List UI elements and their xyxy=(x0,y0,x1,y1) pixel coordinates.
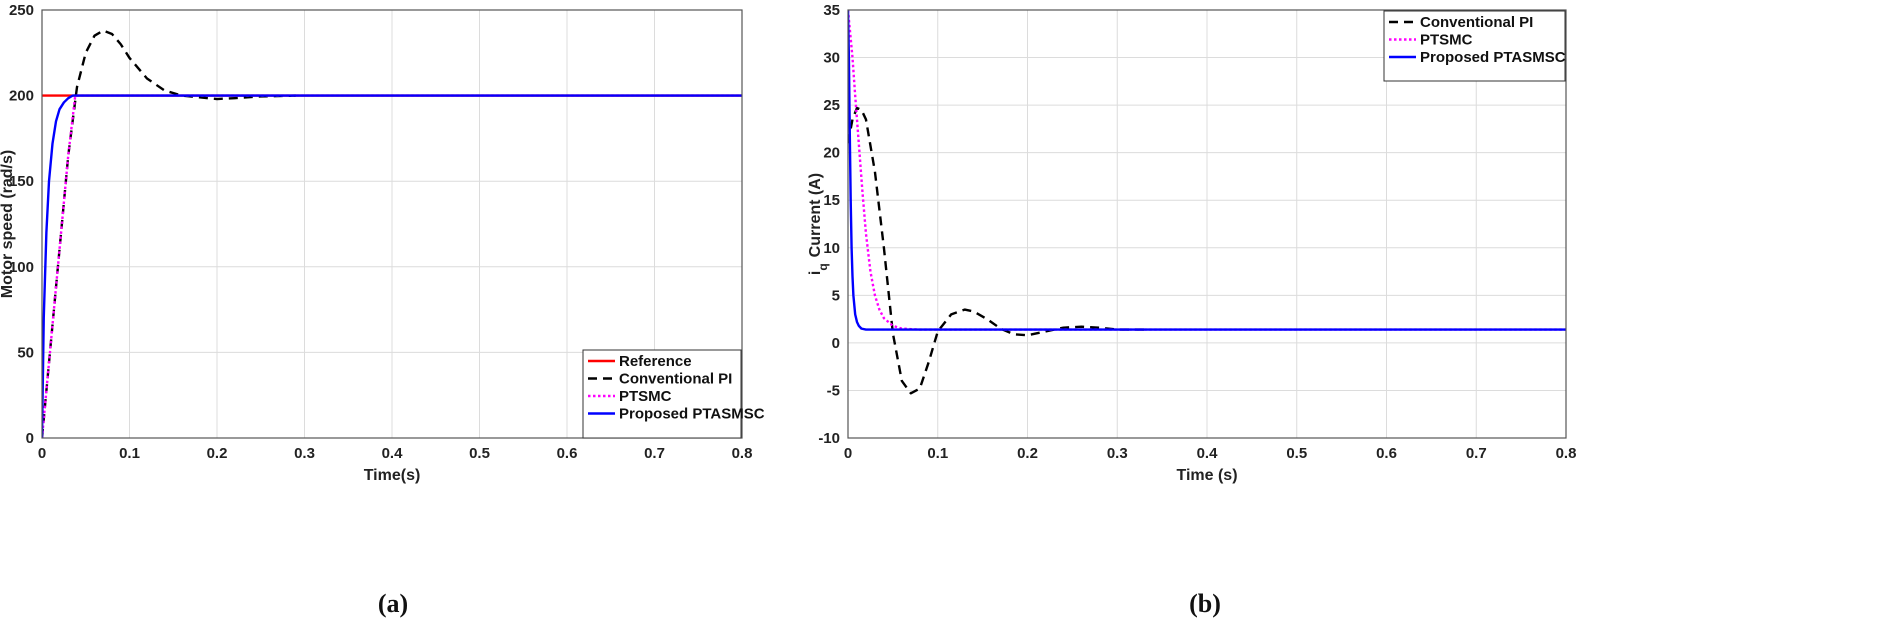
x-tick-label: 0.5 xyxy=(1286,445,1307,462)
x-tick-label: 0.7 xyxy=(1466,445,1487,462)
series-line-proposed-ptasmsc xyxy=(42,94,742,438)
current-chart-panel: 0 0.1 0.2 0.3 0.4 0.5 0.6 0.7 0.8 -10 -5 0 5 10 15 20 25… xyxy=(807,2,1576,618)
x-axis-label: Time(s) xyxy=(364,467,421,484)
y-tick-label: 150 xyxy=(9,173,34,190)
x-tick-label: 0.1 xyxy=(119,445,140,462)
x-tick-label: 0.3 xyxy=(294,445,315,462)
y-axis-label-main: i xyxy=(807,271,824,275)
panel-label: (a) xyxy=(378,589,408,618)
plot-frame xyxy=(847,9,1567,439)
x-tick-label: 0.3 xyxy=(1107,445,1128,462)
series-line-ptsmc xyxy=(848,10,1566,331)
y-tick-label: 0 xyxy=(26,430,34,447)
legend-entry: Conventional PI xyxy=(619,371,732,388)
y-axis-label-rest: Current (A) xyxy=(807,173,824,257)
legend-entry: PTSMC xyxy=(619,388,672,405)
series-group xyxy=(42,29,742,438)
x-tick-label: 0 xyxy=(844,445,852,462)
legend-box xyxy=(1383,10,1566,82)
x-tick-label: 0.7 xyxy=(644,445,665,462)
y-tick-label: -5 xyxy=(827,382,840,399)
x-tick-label: 0 xyxy=(38,445,46,462)
legend-entry: Reference xyxy=(619,353,692,370)
y-tick-label: 200 xyxy=(9,88,34,105)
legend-box xyxy=(582,349,742,439)
y-tick-label: 15 xyxy=(823,192,840,209)
series-line-proposed-ptasmsc xyxy=(848,10,1566,331)
y-axis-label: Motor speed (rad/s) xyxy=(0,150,16,298)
y-tick-label: 250 xyxy=(9,2,34,19)
x-tick-label: 0.1 xyxy=(927,445,948,462)
legend-entry: Proposed PTASMSC xyxy=(619,406,765,423)
y-tick-label: 20 xyxy=(823,145,840,162)
y-tick-label: 100 xyxy=(9,259,34,276)
y-tick-label: -10 xyxy=(818,430,840,447)
speed-chart-panel: 0 0.1 0.2 0.3 0.4 0.5 0.6 0.7 0.8 0 50 100 150 200 250… xyxy=(0,2,765,618)
y-tick-label: 50 xyxy=(17,344,34,361)
x-tick-label: 0.6 xyxy=(557,445,578,462)
y-axis-label-subscript: q xyxy=(816,263,830,270)
series-line-conventional-pi xyxy=(848,106,1145,395)
x-tick-label: 0.5 xyxy=(469,445,490,462)
y-axis-label: iq Current (A) xyxy=(807,173,830,275)
y-tick-label: 30 xyxy=(823,50,840,67)
legend-entry: PTSMC xyxy=(1420,32,1473,49)
plot-frame xyxy=(41,9,743,439)
y-tick-label: 5 xyxy=(832,287,840,304)
x-tick-label: 0.8 xyxy=(732,445,753,462)
legend-entry: Conventional PI xyxy=(1420,14,1533,31)
legend-entry: Proposed PTASMSC xyxy=(1420,49,1566,66)
x-tick-label: 0.8 xyxy=(1556,445,1577,462)
series-group xyxy=(848,10,1566,395)
x-tick-label: 0.4 xyxy=(1197,445,1219,462)
y-tick-label: 10 xyxy=(823,240,840,257)
y-tick-label: 25 xyxy=(823,97,840,114)
x-tick-label: 0.2 xyxy=(1017,445,1038,462)
series-line-conventional-pi xyxy=(42,29,296,438)
panel-label: (b) xyxy=(1189,589,1221,618)
x-tick-label: 0.4 xyxy=(382,445,404,462)
x-tick-label: 0.6 xyxy=(1376,445,1397,462)
y-tick-label: 35 xyxy=(823,2,840,19)
x-axis-label: Time (s) xyxy=(1176,467,1237,484)
x-tick-label: 0.2 xyxy=(207,445,228,462)
y-tick-label: 0 xyxy=(832,335,840,352)
